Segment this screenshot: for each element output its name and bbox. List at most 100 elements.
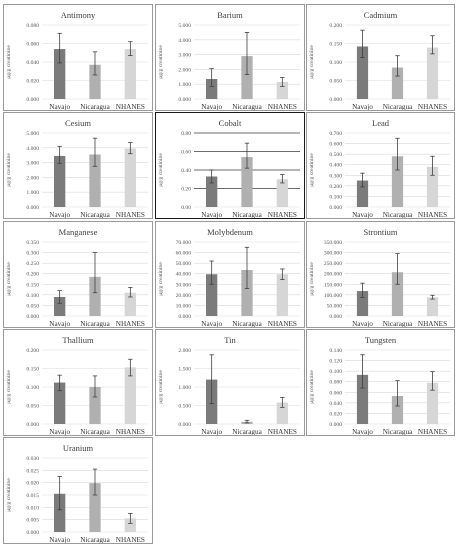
error-bar bbox=[280, 77, 285, 87]
bar-navajo bbox=[206, 176, 218, 207]
chart-title: Cadmium bbox=[363, 10, 398, 20]
bar-nhanes bbox=[124, 49, 136, 99]
y-tick-label: 0.000 bbox=[178, 314, 191, 320]
y-axis-title: μg/g creatinine bbox=[6, 370, 12, 404]
chart-title: Barium bbox=[217, 10, 243, 20]
error-bar bbox=[430, 35, 435, 55]
x-category-label: NHANES bbox=[116, 103, 145, 111]
x-category-label: Nicaragua bbox=[383, 211, 413, 219]
x-category-label: Navajo bbox=[49, 320, 70, 328]
x-category-label: NHANES bbox=[418, 211, 447, 219]
error-bar bbox=[360, 354, 365, 389]
error-bar bbox=[92, 468, 98, 496]
bar-navajo bbox=[54, 382, 66, 424]
y-tick-label: 0.300 bbox=[329, 173, 342, 179]
y-tick-label: 1.000 bbox=[26, 190, 39, 196]
y-tick-label: 0.100 bbox=[329, 194, 342, 200]
error-bar bbox=[209, 260, 214, 285]
y-tick-label: 0.200 bbox=[26, 272, 39, 278]
bar-nicaragua bbox=[391, 272, 404, 316]
y-tick-label: 0.020 bbox=[329, 411, 342, 417]
bar-nicaragua bbox=[391, 395, 404, 424]
error-bar bbox=[92, 375, 98, 398]
error-bar bbox=[57, 476, 62, 511]
y-tick-label: 0.200 bbox=[26, 348, 39, 354]
chart-panel-manganese: Manganese 0.000 0.050 0.100 0.150 0.200 0.250 0… bbox=[3, 221, 153, 328]
error-bar bbox=[209, 169, 214, 184]
chart-title: Tin bbox=[224, 335, 236, 345]
y-tick-label: 0.500 bbox=[178, 404, 191, 410]
chart-plot: 0.00 0.20 0.40 0.60 0.80 μg/g creatinine Navaj… bbox=[158, 131, 300, 218]
bar-nhanes bbox=[276, 402, 288, 424]
y-axis-title: μg/g creatinine bbox=[309, 370, 315, 404]
y-axis-title: μg/g creatinine bbox=[6, 262, 12, 296]
y-tick-label: 5.000 bbox=[178, 23, 191, 29]
chart-plot: 0.000 1.000 2.000 3.000 4.000 5.000 μg/g creat… bbox=[158, 23, 300, 111]
y-tick-label: 0.250 bbox=[26, 261, 39, 267]
chart-plot: 0.000 0.020 0.040 0.060 0.080 0.100 0.120 0.140… bbox=[309, 348, 450, 435]
bar-nicaragua bbox=[89, 64, 101, 99]
bar-nicaragua bbox=[89, 387, 101, 424]
y-axis-title: μg/g creatinine bbox=[6, 478, 12, 512]
error-bar bbox=[280, 396, 285, 408]
error-bar bbox=[360, 282, 365, 298]
y-tick-label: 0.050 bbox=[26, 404, 39, 410]
chart-panel-molybdenum: Molybdenum 0.000 10.000 20.000 30.000 40.000 5… bbox=[155, 221, 305, 328]
chart-title: Uranium bbox=[62, 443, 94, 453]
chart-plot: 0.000 0.500 1.000 1.500 2.000 μg/g creatinine… bbox=[158, 348, 300, 435]
chart-plot: 0.000 10.000 20.000 30.000 40.000 50.000 60.00… bbox=[158, 240, 300, 328]
y-tick-label: 10.000 bbox=[176, 303, 192, 309]
chart-plot: 0.000 1.000 2.000 3.000 4.000 5.000 μg/g creat… bbox=[6, 131, 148, 219]
chart-title: Cesium bbox=[65, 118, 91, 128]
y-tick-label: 0.600 bbox=[329, 142, 342, 148]
chart-panel-barium: Barium 0.000 1.000 2.000 3.000 4.000 5.000 μg/g… bbox=[155, 4, 305, 111]
error-bar bbox=[395, 55, 400, 77]
error-bar bbox=[128, 41, 133, 56]
y-tick-label: 70.000 bbox=[176, 240, 192, 246]
bar-navajo bbox=[206, 274, 218, 316]
y-tick-label: 30.000 bbox=[176, 282, 192, 288]
y-tick-label: 0.020 bbox=[26, 79, 39, 85]
bar-nicaragua bbox=[391, 156, 404, 207]
y-tick-label: 3.000 bbox=[26, 161, 39, 167]
y-tick-label: 0.100 bbox=[26, 385, 39, 391]
y-tick-label: 0.80 bbox=[181, 131, 191, 137]
x-category-label: NHANES bbox=[116, 211, 145, 219]
chart-title: Lead bbox=[372, 118, 389, 128]
chart-title: Manganese bbox=[58, 227, 98, 237]
error-bar bbox=[244, 246, 250, 289]
x-category-label: Navajo bbox=[352, 211, 373, 219]
chart-title: Molybdenum bbox=[207, 227, 253, 237]
y-tick-label: 0.040 bbox=[26, 60, 39, 66]
error-bar bbox=[244, 419, 250, 424]
error-bar bbox=[395, 380, 400, 407]
bar-nhanes bbox=[124, 148, 136, 207]
x-category-label: NHANES bbox=[268, 320, 297, 328]
chart-title: Strontium bbox=[363, 227, 398, 237]
bar-navajo bbox=[54, 155, 66, 207]
chart-title: Cobalt bbox=[218, 118, 242, 128]
error-bar bbox=[430, 371, 435, 391]
y-tick-label: 0.100 bbox=[26, 293, 39, 299]
chart-plot: 0.000 0.100 0.200 0.300 0.400 0.500 0.600 0.700… bbox=[309, 131, 450, 219]
error-bar bbox=[209, 354, 214, 405]
x-category-label: Navajo bbox=[49, 103, 70, 111]
y-axis-title: μg/g creatinine bbox=[6, 153, 12, 187]
y-tick-label: 0.000 bbox=[178, 422, 191, 428]
bar-nicaragua bbox=[89, 483, 101, 532]
chart-title: Antimony bbox=[60, 10, 96, 20]
y-tick-label: 0.120 bbox=[329, 359, 342, 365]
y-axis-title: μg/g creatinine bbox=[158, 153, 164, 187]
y-tick-label: 0.500 bbox=[329, 152, 342, 158]
y-tick-label: 3.000 bbox=[178, 53, 191, 59]
chart-plot: 0.000 0.050 0.100 0.150 0.200 0.250 0.300 0.350… bbox=[6, 240, 148, 328]
y-axis-title: μg/g creatinine bbox=[309, 153, 315, 187]
bar-navajo bbox=[356, 46, 369, 99]
y-tick-label: 0.010 bbox=[26, 505, 39, 511]
y-tick-label: 0.000 bbox=[329, 205, 342, 211]
error-bar bbox=[360, 172, 365, 188]
x-category-label: Navajo bbox=[201, 103, 222, 111]
y-tick-label: 250.000 bbox=[324, 261, 342, 267]
chart-title: Tungsten bbox=[364, 335, 397, 345]
